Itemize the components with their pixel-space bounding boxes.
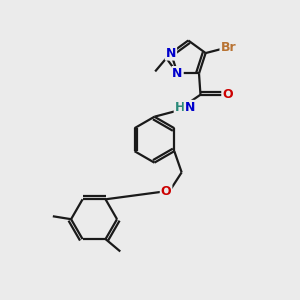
Text: N: N [166,46,176,60]
Text: O: O [222,88,233,101]
Text: N: N [185,101,195,114]
Text: Br: Br [220,41,236,54]
Text: H: H [175,101,185,114]
Text: O: O [161,185,171,198]
Text: N: N [172,67,183,80]
